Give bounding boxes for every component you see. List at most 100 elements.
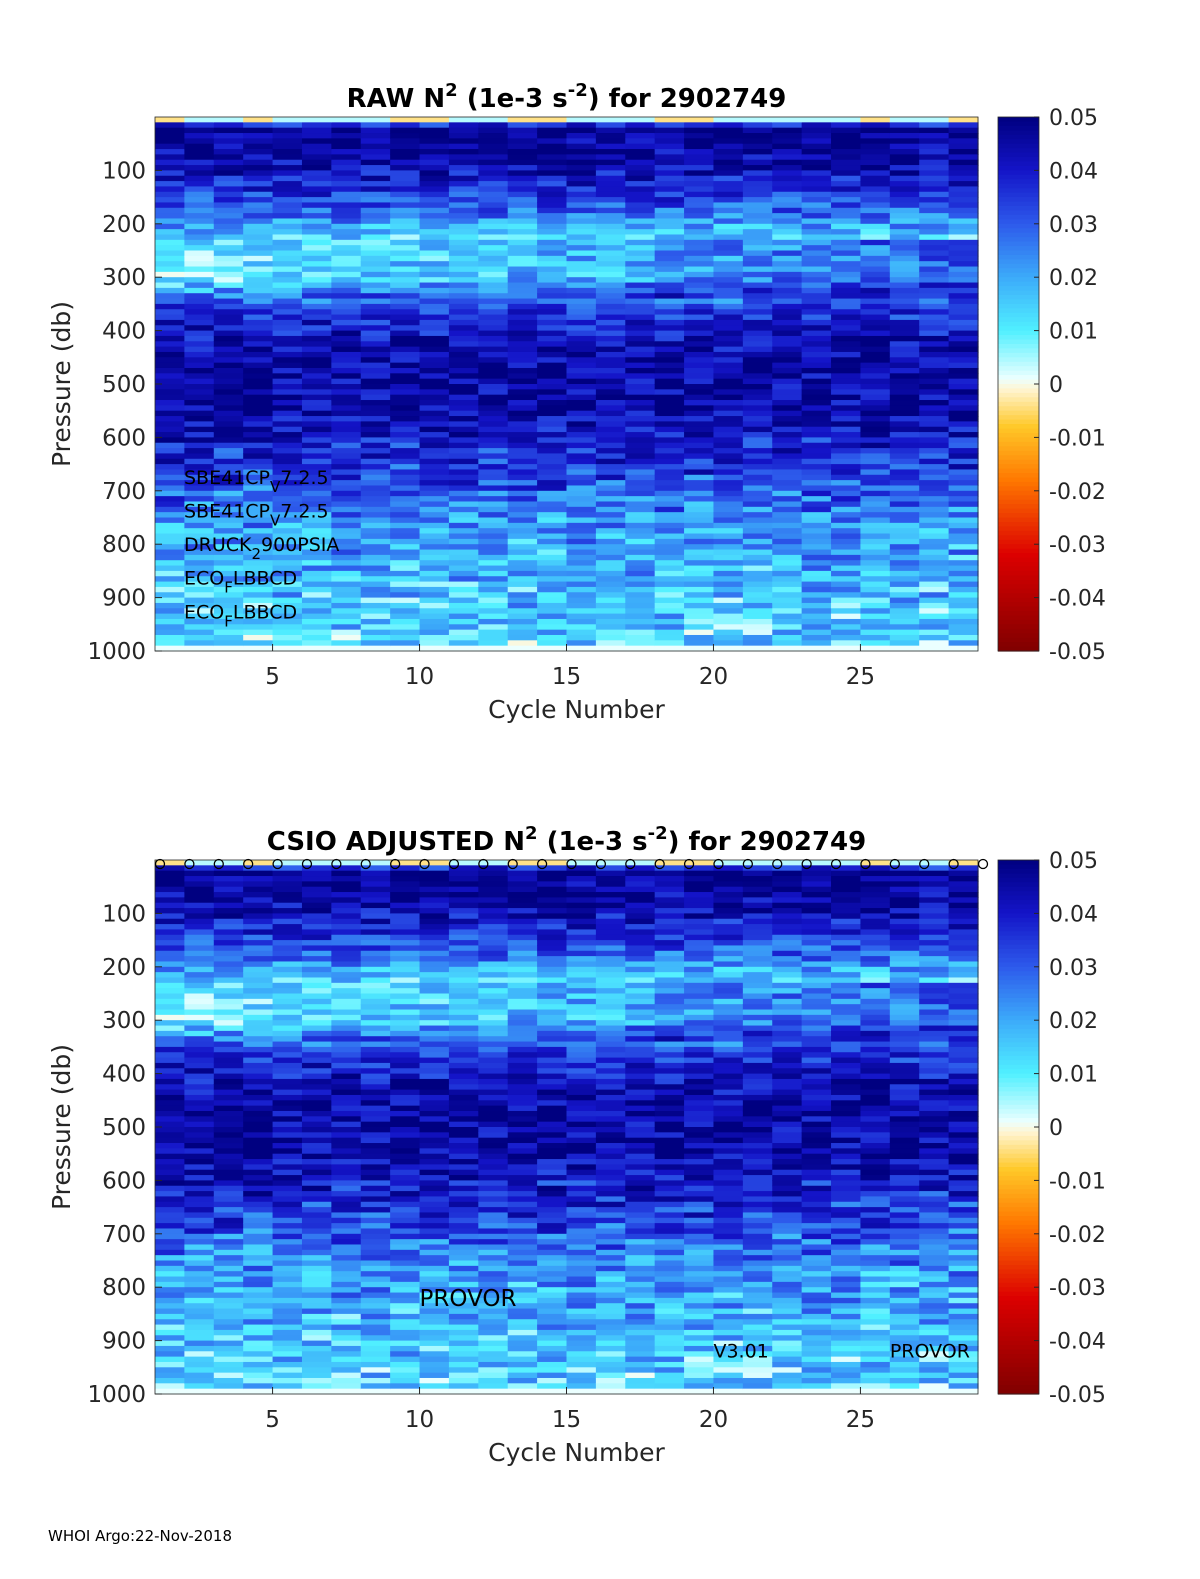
heatmap-cell [331,277,361,283]
heatmap-cell [331,614,361,620]
heatmap-cell [449,555,479,561]
heatmap-cell [596,368,626,374]
heatmap-cell [860,485,890,491]
heatmap-cell [184,400,214,406]
heatmap-cell [772,117,802,123]
heatmap-cell [302,421,332,427]
heatmap-cell [184,1148,214,1154]
heatmap-cell [625,635,655,641]
heatmap-cell [596,160,626,166]
heatmap-cell [537,1314,567,1320]
heatmap-cell [273,1196,303,1202]
heatmap-cell [860,315,890,321]
heatmap-cell [860,122,890,128]
heatmap-cell [331,1277,361,1283]
heatmap-cell [919,379,949,385]
heatmap-cell [802,170,832,176]
heatmap-cell [596,1298,626,1304]
heatmap-cell [890,138,920,144]
colorbar-swatch [998,144,1039,149]
heatmap-cell [890,528,920,534]
heatmap-cell [684,1223,714,1229]
heatmap-cell [684,213,714,219]
heatmap-cell [743,491,773,497]
heatmap-cell [890,603,920,609]
heatmap-cell [655,1330,685,1336]
heatmap-cell [625,192,655,198]
heatmap-cell [802,571,832,577]
heatmap-cell [214,186,244,192]
heatmap-cell [567,368,597,374]
heatmap-cell [684,480,714,486]
heatmap-cell [743,576,773,582]
heatmap-cell [390,192,420,198]
heatmap-cell [596,144,626,150]
heatmap-cell [684,983,714,989]
heatmap-cell [537,512,567,518]
heatmap-cell [802,352,832,358]
heatmap-cell [919,224,949,230]
heatmap-cell [155,1341,185,1347]
heatmap-cell [567,1228,597,1234]
heatmap-cell [508,1122,538,1128]
heatmap-cell [273,202,303,208]
heatmap-cell [537,603,567,609]
heatmap-cell [331,251,361,257]
heatmap-cell [273,363,303,369]
heatmap-cell [390,1122,420,1128]
heatmap-cell [243,592,273,598]
heatmap-cell [184,1015,214,1021]
heatmap-cell [273,903,303,909]
heatmap-cell [361,218,391,224]
heatmap-cell [596,336,626,342]
colorbar-swatch [998,340,1039,345]
heatmap-cell [625,1026,655,1032]
colorbar-swatch [998,411,1039,416]
heatmap-cell [273,919,303,925]
colorbar-tick-label: 0 [1049,373,1063,398]
y-axis-label: Pressure (db) [47,301,76,467]
heatmap-cell [508,208,538,214]
heatmap-cell [361,1047,391,1053]
heatmap-cell [390,1346,420,1352]
heatmap-cell [390,994,420,1000]
heatmap-cell [890,619,920,625]
heatmap-cell [331,128,361,134]
heatmap-cell [478,1143,508,1149]
heatmap-cell [508,1010,538,1016]
heatmap-cell [919,614,949,620]
heatmap-cell [331,336,361,342]
heatmap-cell [184,1298,214,1304]
heatmap-cell [508,160,538,166]
heatmap-cell [214,224,244,230]
heatmap-cell [919,405,949,411]
heatmap-cell [243,1293,273,1299]
heatmap-cell [214,635,244,641]
heatmap-cell [713,1020,743,1026]
heatmap-cell [361,972,391,978]
heatmap-cell [361,432,391,438]
heatmap-cell [596,1186,626,1192]
heatmap-cell [655,251,685,257]
heatmap-cell [302,1207,332,1213]
heatmap-cell [772,491,802,497]
heatmap-cell [919,528,949,534]
heatmap-cell [214,331,244,337]
heatmap-cell [508,1138,538,1144]
heatmap-cell [625,1223,655,1229]
heatmap-cell [625,117,655,123]
heatmap-cell [596,443,626,449]
heatmap-cell [860,234,890,240]
heatmap-cell [449,229,479,235]
heatmap-cell [155,331,185,337]
heatmap-cell [949,170,979,176]
heatmap-cell [331,347,361,353]
heatmap-cell [478,881,508,887]
heatmap-cell [567,1261,597,1267]
heatmap-cell [655,165,685,171]
colorbar-swatch [998,424,1039,429]
heatmap-cell [420,1335,450,1341]
heatmap-cell [214,1180,244,1186]
colorbar-swatch [998,193,1039,198]
heatmap-cell [802,229,832,235]
